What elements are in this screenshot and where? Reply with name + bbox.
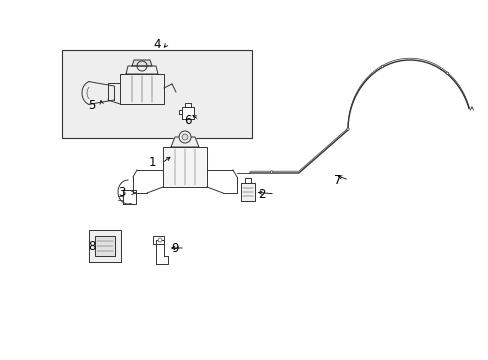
Text: 6: 6 (184, 113, 191, 126)
Polygon shape (123, 190, 136, 204)
Polygon shape (95, 236, 115, 256)
Circle shape (179, 131, 191, 143)
Text: 7: 7 (334, 174, 341, 186)
Circle shape (380, 65, 383, 68)
Polygon shape (163, 147, 206, 187)
Polygon shape (120, 74, 163, 104)
Text: 1: 1 (148, 157, 156, 170)
Circle shape (270, 171, 272, 173)
Text: 8: 8 (88, 239, 96, 252)
Polygon shape (179, 110, 182, 114)
Polygon shape (89, 230, 121, 262)
Circle shape (158, 238, 162, 242)
Polygon shape (153, 236, 163, 244)
Bar (62, 50, 251, 138)
Polygon shape (126, 66, 158, 74)
Polygon shape (132, 60, 152, 66)
Polygon shape (244, 178, 250, 183)
Circle shape (445, 72, 447, 75)
Circle shape (346, 128, 348, 130)
Text: 2: 2 (258, 188, 265, 201)
Text: 3: 3 (118, 186, 125, 199)
Polygon shape (171, 137, 199, 147)
Text: 5: 5 (88, 99, 96, 112)
Text: 4: 4 (153, 37, 161, 50)
Text: 9: 9 (171, 242, 179, 255)
Polygon shape (156, 240, 168, 264)
Polygon shape (182, 107, 194, 119)
Polygon shape (184, 103, 191, 107)
Polygon shape (241, 183, 254, 201)
Circle shape (182, 134, 187, 140)
